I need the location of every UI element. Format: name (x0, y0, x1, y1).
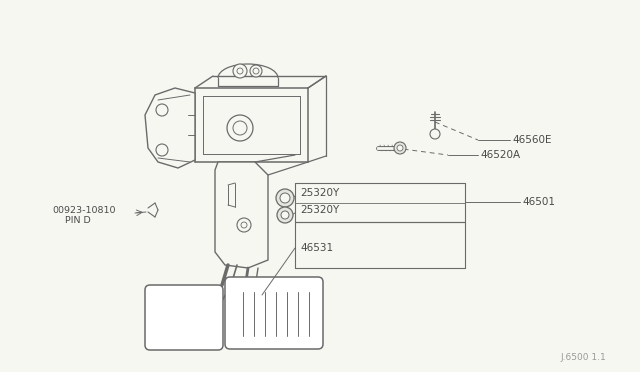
Circle shape (233, 64, 247, 78)
Circle shape (237, 68, 243, 74)
Circle shape (233, 121, 247, 135)
Text: 00923-10810: 00923-10810 (52, 205, 115, 215)
Text: PIN D: PIN D (65, 215, 91, 224)
Circle shape (277, 207, 293, 223)
Circle shape (241, 222, 247, 228)
Circle shape (430, 129, 440, 139)
Circle shape (253, 68, 259, 74)
Circle shape (276, 189, 294, 207)
Polygon shape (145, 88, 195, 168)
Text: 25320Y: 25320Y (300, 188, 339, 198)
Polygon shape (215, 162, 268, 268)
FancyBboxPatch shape (225, 277, 323, 349)
Text: 25320Y: 25320Y (300, 205, 339, 215)
Circle shape (397, 145, 403, 151)
Circle shape (237, 218, 251, 232)
FancyBboxPatch shape (145, 285, 223, 350)
Text: 46560E: 46560E (512, 135, 552, 145)
Text: 46531: 46531 (300, 243, 333, 253)
Text: 46501: 46501 (522, 197, 555, 207)
Text: J.6500 1.1: J.6500 1.1 (560, 353, 605, 362)
Circle shape (227, 115, 253, 141)
Circle shape (394, 142, 406, 154)
Circle shape (156, 144, 168, 156)
Circle shape (281, 211, 289, 219)
Text: 46520A: 46520A (480, 150, 520, 160)
Circle shape (156, 104, 168, 116)
Circle shape (250, 65, 262, 77)
Circle shape (280, 193, 290, 203)
